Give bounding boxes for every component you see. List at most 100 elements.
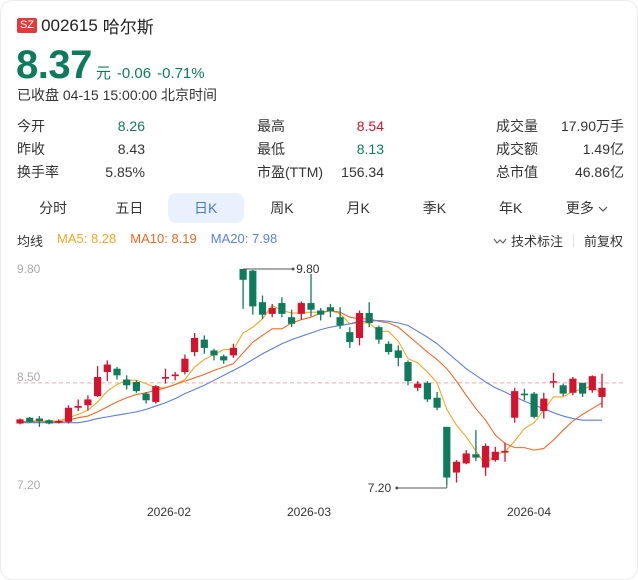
stats-col-1: 今开 8.26 昨收 8.43 换手率 5.85%	[17, 114, 145, 183]
candle	[579, 382, 587, 397]
candle	[55, 419, 63, 424]
candle	[35, 416, 43, 427]
min-annotation-dot	[395, 486, 399, 490]
y-tick-label: 7.20	[17, 478, 41, 492]
tab-quarterly-k[interactable]: 季K	[422, 200, 447, 216]
stat-value: 46.86亿	[574, 163, 624, 180]
candle	[375, 325, 383, 344]
stat-prev-close: 昨收 8.43	[17, 137, 145, 160]
candle	[45, 419, 53, 425]
candle	[482, 443, 490, 476]
price-change-pct: -0.71%	[157, 65, 205, 82]
period-tabs: 分时 五日 日K 周K 月K 季K 年K 更多	[15, 193, 625, 223]
candle	[268, 303, 276, 318]
current-price: 8.37	[16, 43, 92, 87]
candle	[278, 297, 286, 318]
x-tick-label: 2026-03	[287, 505, 331, 519]
candle	[103, 360, 111, 382]
candle	[365, 302, 373, 328]
stock-code: 002615	[41, 15, 98, 35]
candle	[200, 335, 208, 354]
stat-value: 8.26	[117, 117, 145, 134]
stat-volume: 成交量 17.90万手	[496, 114, 624, 137]
stat-value: 8.54	[356, 117, 384, 134]
candle	[423, 381, 431, 402]
chevron-down-icon	[598, 206, 608, 213]
stat-label: 最低	[257, 140, 285, 157]
candle	[220, 354, 228, 364]
candle	[549, 372, 558, 388]
annotate-label: 技术标注	[510, 234, 563, 249]
price-change: -0.06	[116, 65, 152, 82]
candle	[258, 295, 267, 319]
candle	[26, 416, 34, 423]
stat-label: 今开	[17, 117, 45, 134]
candle	[297, 301, 305, 320]
y-tick-label: 8.50	[17, 370, 41, 384]
min-annotation-label: 7.20	[368, 481, 392, 495]
x-tick-label: 2026-02	[147, 505, 191, 519]
candle	[326, 303, 334, 318]
price-row: 8.37 元 -0.06 -0.71%	[16, 43, 205, 88]
candle	[540, 392, 548, 419]
candle	[152, 385, 160, 404]
candle	[520, 388, 528, 401]
candlestick-chart[interactable]: 9.80 8.50 7.20 9.80 7.20 2026-02 2026-03 2026-0…	[1, 251, 637, 531]
stock-name: 哈尔斯	[102, 18, 154, 37]
ma-label: 均线	[17, 234, 44, 249]
stat-open: 今开 8.26	[17, 114, 145, 137]
candle	[288, 309, 296, 328]
candle	[511, 387, 519, 423]
adjust-button[interactable]: 前复权	[583, 234, 623, 249]
candle	[94, 366, 102, 397]
stat-value: 8.43	[117, 140, 145, 157]
ma5-value: MA5: 8.28	[57, 231, 117, 246]
divider	[572, 234, 574, 247]
tab-more[interactable]: 更多	[549, 193, 625, 223]
candle	[414, 381, 422, 392]
candle	[64, 405, 73, 424]
ma20-line	[20, 319, 602, 424]
price-unit: 元	[95, 65, 111, 82]
stat-label: 成交额	[496, 140, 538, 157]
tab-monthly-k[interactable]: 月K	[346, 200, 370, 216]
candle	[598, 373, 606, 408]
candle	[74, 399, 82, 412]
candle	[239, 269, 247, 309]
candle	[317, 308, 325, 321]
tab-daily-k[interactable]: 日K	[167, 193, 244, 223]
tab-weekly-k[interactable]: 周K	[270, 200, 294, 216]
tab-five-day[interactable]: 五日	[115, 200, 144, 216]
candle	[491, 446, 499, 462]
candle	[588, 375, 596, 393]
candle	[559, 383, 567, 397]
stock-title: SZ 002615 哈尔斯	[17, 13, 154, 38]
candle	[462, 450, 470, 465]
stat-value: 17.90万手	[560, 117, 624, 134]
candle	[433, 391, 441, 411]
chart-toolbar: 技术标注 前复权	[493, 231, 623, 250]
stat-label: 市盈(TTM)	[257, 163, 324, 180]
ma-legend: 均线 MA5: 8.28 MA10: 8.19 MA20: 7.98	[17, 231, 277, 250]
candle	[181, 354, 189, 375]
stat-amount: 成交额 1.49亿	[496, 137, 624, 160]
candle	[346, 327, 354, 348]
candle	[385, 341, 393, 355]
candle	[443, 426, 451, 485]
candle	[229, 343, 237, 358]
max-annotation-dot	[291, 267, 295, 271]
annotate-button[interactable]: 技术标注	[493, 231, 563, 250]
tab-yearly-k[interactable]: 年K	[498, 200, 523, 216]
candle	[569, 377, 577, 396]
stat-label: 昨收	[17, 140, 45, 157]
exchange-badge: SZ	[17, 18, 38, 33]
y-tick-label: 9.80	[17, 262, 41, 276]
tab-intraday[interactable]: 分时	[39, 200, 68, 216]
market-status: 已收盘 04-15 15:00:00 北京时间	[17, 87, 217, 103]
candle	[191, 332, 199, 357]
candle	[336, 307, 344, 329]
stat-market-cap: 总市值 46.86亿	[496, 160, 624, 183]
ma10-value: MA10: 8.19	[130, 231, 197, 246]
candle	[530, 391, 538, 419]
